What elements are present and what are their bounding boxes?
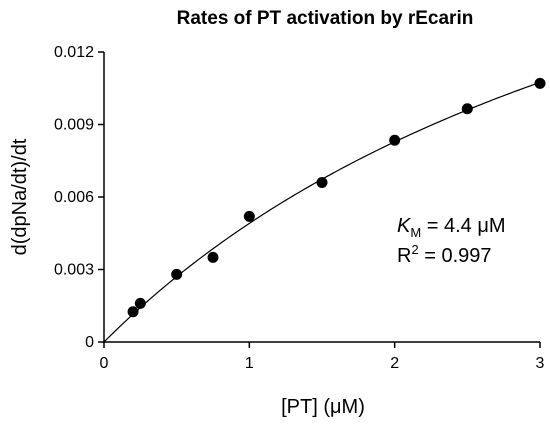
- y-ticks: 0 0.003 0.006 0.009 0.012: [54, 44, 104, 351]
- data-point: [134, 297, 146, 309]
- x-tick-label: 3: [536, 355, 545, 372]
- y-axis-label: d(dpNa/dt)/dt: [9, 138, 31, 255]
- x-ticks: 0 1 2 3: [100, 342, 545, 372]
- km-value: = 4.4 μM: [421, 215, 505, 237]
- r2-superscript: 2: [411, 242, 418, 257]
- y-tick-label: 0.009: [54, 117, 94, 134]
- data-point: [389, 134, 401, 146]
- x-tick-label: 1: [245, 355, 254, 372]
- data-points: [127, 77, 546, 318]
- y-tick-label: 0.006: [54, 189, 94, 206]
- y-tick-label: 0.012: [54, 44, 94, 61]
- plot-area: 0 0.003 0.006 0.009 0.012 0 1 2 3: [54, 44, 546, 372]
- r2-annotation: R2 = 0.997: [397, 242, 492, 267]
- data-point: [171, 268, 183, 280]
- r2-value: = 0.997: [419, 245, 492, 267]
- data-point: [127, 306, 139, 318]
- data-point: [534, 77, 546, 89]
- x-axis-label: [PT] (μM): [281, 396, 365, 418]
- x-tick-label: 2: [390, 355, 399, 372]
- km-symbol: K: [397, 215, 412, 237]
- data-point: [316, 177, 328, 188]
- chart-title: Rates of PT activation by rEcarin: [177, 8, 474, 29]
- data-point: [207, 251, 219, 263]
- y-tick-label: 0: [85, 334, 94, 351]
- x-tick-label: 0: [100, 355, 109, 372]
- km-annotation: KM = 4.4 μM: [397, 215, 506, 240]
- y-tick-label: 0.003: [54, 262, 94, 279]
- fit-curve: [103, 81, 541, 343]
- r2-symbol: R: [397, 245, 411, 267]
- data-point: [461, 103, 473, 115]
- km-subscript: M: [410, 225, 421, 240]
- data-point: [243, 210, 255, 222]
